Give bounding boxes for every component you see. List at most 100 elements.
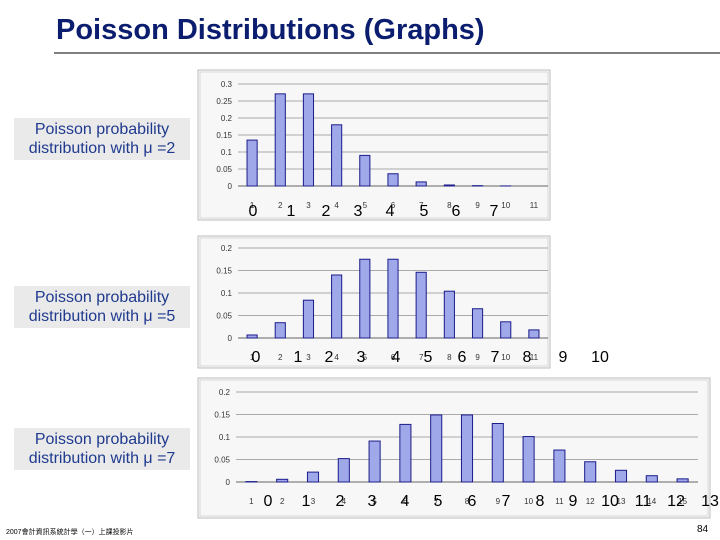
overlay-k-label: 10 [591, 349, 609, 366]
y-tick-label: 0.1 [221, 289, 233, 298]
bar [500, 321, 512, 339]
y-tick-label: 0 [228, 182, 233, 191]
bar [359, 258, 371, 339]
bar [306, 471, 320, 483]
caption-line-2: distribution with μ =2 [28, 140, 176, 157]
x-tick-label: 8 [465, 497, 470, 506]
overlay-k-label: 2 [322, 203, 331, 220]
y-tick-label: 0 [226, 478, 231, 487]
x-tick-label: 2 [280, 497, 285, 506]
bar [443, 184, 455, 187]
bar [368, 440, 381, 483]
overlay-k-label: 3 [354, 203, 363, 220]
bar [387, 173, 399, 187]
x-tick-label: 9 [475, 201, 480, 210]
bar [553, 449, 566, 483]
overlay-k-label: 2 [336, 493, 345, 510]
chart-frame [197, 235, 551, 369]
x-tick-label: 15 [678, 497, 687, 506]
x-tick-label: 6 [403, 497, 408, 506]
overlay-k-label: 11 [635, 493, 652, 510]
caption-mu-5: Poisson probability distribution with μ … [14, 286, 190, 328]
x-tick-label: 7 [434, 497, 439, 506]
overlay-k-label: 0 [249, 203, 258, 220]
y-tick-label: 0.2 [219, 388, 231, 397]
overlay-k-label: 3 [357, 349, 366, 366]
y-tick-label: 0 [228, 334, 233, 343]
bar [302, 299, 315, 339]
chart-panel-2: 00.050.10.150.21 2 3 4 5 6 7 8 9 10 11 12 13 14 150 1 2 3… [197, 377, 719, 519]
title-divider [54, 52, 720, 54]
x-tick-label: 5 [363, 353, 368, 362]
bar [614, 469, 628, 483]
y-tick-label: 0.15 [214, 411, 230, 420]
bar [430, 414, 443, 483]
chart-inner-frame [199, 71, 549, 219]
bar [359, 154, 371, 187]
chart-inner-frame [199, 237, 549, 367]
y-tick-label: 0.05 [216, 165, 232, 174]
y-tick-label: 0.05 [216, 312, 232, 321]
y-tick-label: 0.2 [221, 114, 233, 123]
overlay-k-label: 5 [434, 493, 443, 510]
bar [337, 458, 350, 483]
bar [584, 461, 597, 483]
y-tick-label: 0.1 [219, 433, 231, 442]
x-tick-label: 4 [342, 497, 347, 506]
x-tick-label: 11 [530, 201, 539, 210]
overlay-k-label: 4 [401, 493, 410, 510]
chart-panel-1: 00.050.10.150.21 2 3 4 5 6 7 8 9 10 110 1 2 3 4 5 6 7 8 9 10 [197, 235, 609, 369]
overlay-k-label: 5 [420, 203, 429, 220]
bar [331, 124, 343, 187]
bar [246, 334, 258, 339]
caption-line-2: distribution with μ =5 [28, 308, 176, 325]
y-tick-label: 0.25 [216, 97, 232, 106]
overlay-k-label: 1 [294, 349, 303, 366]
overlay-k-label: 6 [458, 349, 467, 366]
x-tick-label: 1 [249, 497, 254, 506]
overlay-k-label: 6 [468, 493, 477, 510]
caption-mu-7: Poisson probability distribution with μ … [14, 428, 190, 470]
bar [443, 290, 455, 339]
chart-panel-0: 00.050.10.150.20.250.31 2 3 4 5 6 7 8 9 10 110 1 2 3 4… [197, 69, 551, 221]
bar [522, 436, 535, 483]
x-tick-label: 2 [278, 353, 283, 362]
overlay-k-label: 4 [392, 349, 401, 366]
bar [246, 139, 258, 187]
x-tick-label: 3 [311, 497, 316, 506]
x-tick-label: 5 [363, 201, 368, 210]
overlay-k-label: 2 [325, 349, 334, 366]
overlay-k-label: 7 [490, 203, 499, 220]
x-tick-label: 10 [524, 497, 533, 506]
caption-line-1: Poisson probability [34, 289, 170, 306]
bar [471, 308, 484, 339]
overlay-k-label: 8 [536, 493, 545, 510]
slide-title: Poisson Distributions (Graphs) [56, 14, 485, 46]
bar [460, 414, 474, 483]
caption-line-2: distribution with μ =7 [28, 450, 176, 467]
overlay-k-label: 9 [559, 349, 568, 366]
overlay-k-label: 1 [287, 203, 296, 220]
y-tick-label: 0.15 [216, 131, 232, 140]
x-tick-label: 2 [278, 201, 283, 210]
x-tick-label: 5 [372, 497, 377, 506]
y-tick-label: 0.2 [221, 244, 233, 253]
caption-line-1: Poisson probability [34, 121, 170, 138]
x-tick-label: 11 [530, 353, 539, 362]
overlay-k-label: 1 [302, 493, 311, 510]
bar [528, 329, 540, 339]
bar [302, 93, 315, 187]
overlay-k-label: 13 [701, 493, 719, 510]
x-tick-label: 14 [647, 497, 656, 506]
bar [276, 478, 289, 483]
bar [331, 274, 343, 339]
x-tick-label: 4 [334, 201, 339, 210]
x-tick-label: 4 [334, 353, 339, 362]
x-tick-label: 1 [250, 201, 255, 210]
x-tick-label: 8 [447, 201, 452, 210]
bar [274, 322, 286, 339]
overlay-k-label: 0 [264, 493, 273, 510]
x-tick-label: 9 [475, 353, 480, 362]
bar [415, 181, 427, 187]
